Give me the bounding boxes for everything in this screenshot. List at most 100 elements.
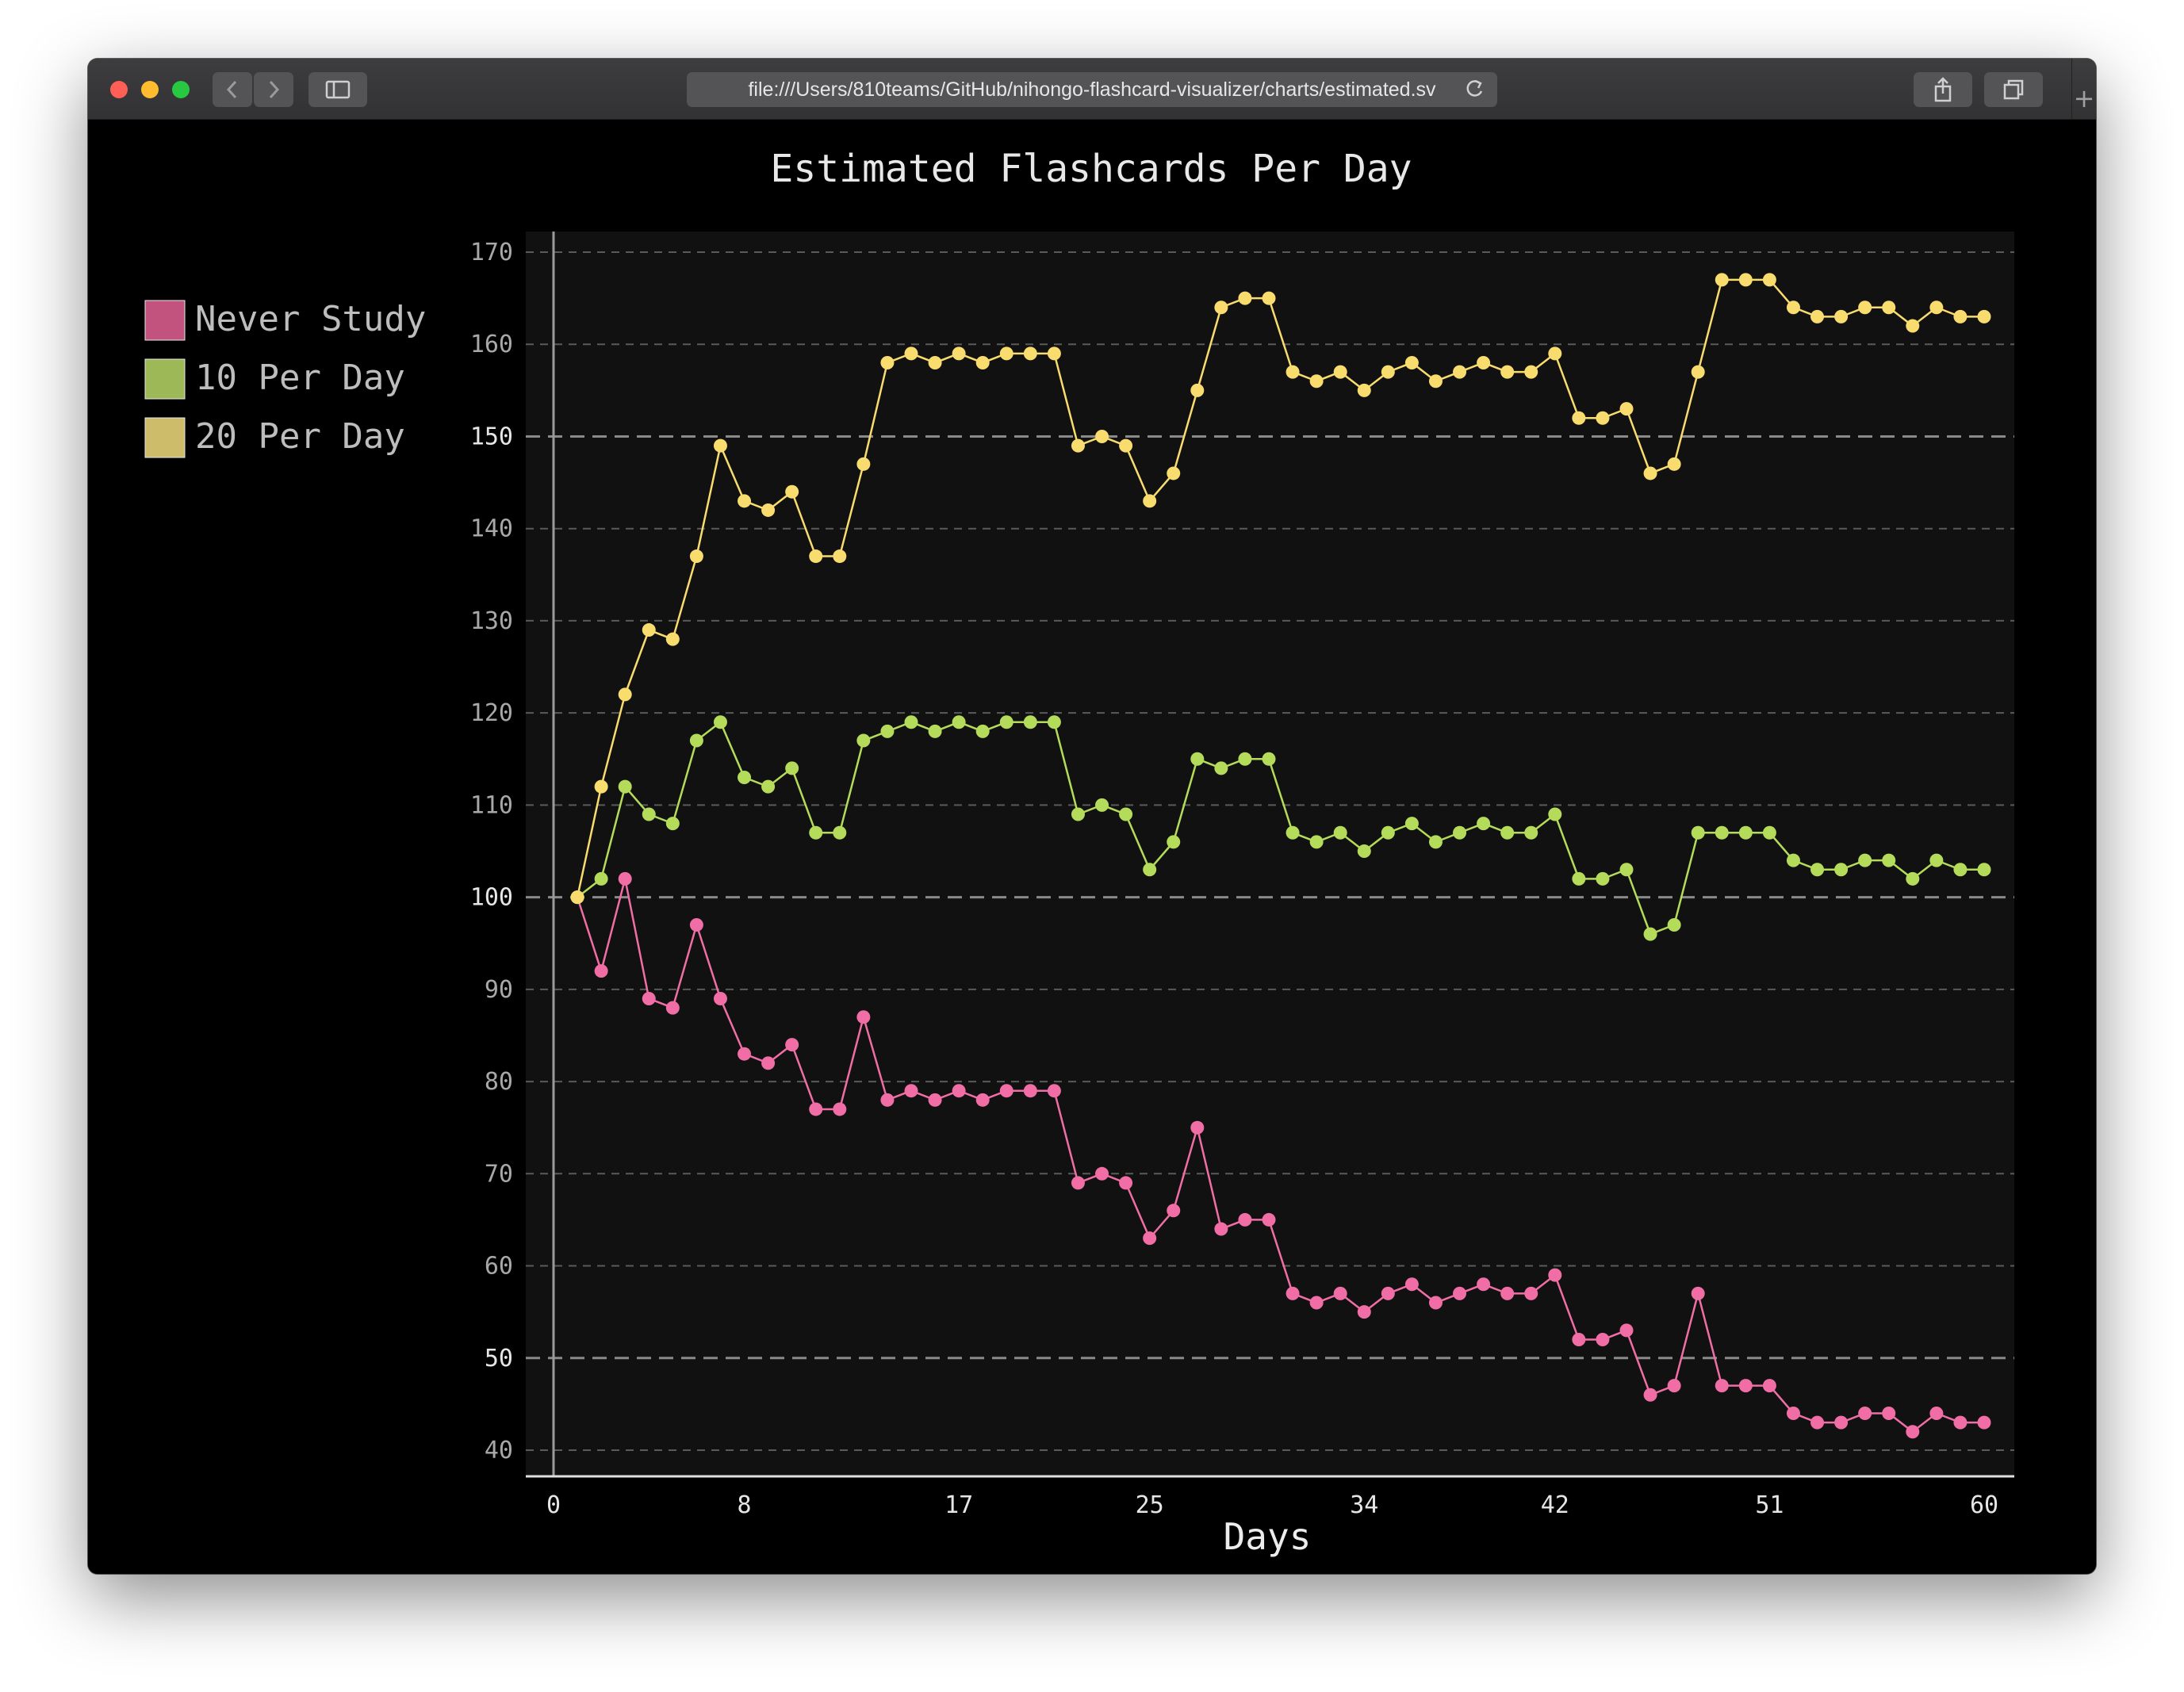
data-point-20-per-day-11 bbox=[809, 549, 823, 564]
data-point-20-per-day-58 bbox=[1929, 301, 1944, 315]
data-point-never-study-58 bbox=[1929, 1407, 1944, 1421]
data-point-20-per-day-31 bbox=[1285, 365, 1300, 379]
data-point-10-per-day-33 bbox=[1333, 825, 1347, 840]
y-tick-label-140: 140 bbox=[470, 515, 513, 543]
y-tick-label-160: 160 bbox=[470, 331, 513, 358]
data-point-20-per-day-24 bbox=[1119, 438, 1133, 453]
data-point-10-per-day-12 bbox=[833, 825, 847, 840]
reload-icon bbox=[1466, 79, 1483, 97]
data-point-20-per-day-29 bbox=[1238, 291, 1252, 305]
data-point-never-study-18 bbox=[975, 1093, 990, 1107]
data-point-20-per-day-42 bbox=[1548, 346, 1562, 361]
browser-toolbar: file:///Users/810teams/GitHub/nihongo-fl… bbox=[88, 59, 2096, 120]
close-window-button[interactable] bbox=[110, 81, 128, 98]
data-point-20-per-day-19 bbox=[999, 346, 1013, 361]
data-point-never-study-22 bbox=[1071, 1176, 1085, 1190]
data-point-never-study-23 bbox=[1095, 1166, 1109, 1181]
data-point-never-study-32 bbox=[1309, 1296, 1324, 1310]
data-point-never-study-17 bbox=[952, 1084, 966, 1098]
data-point-20-per-day-23 bbox=[1095, 429, 1109, 443]
data-point-never-study-12 bbox=[833, 1102, 847, 1116]
data-point-10-per-day-29 bbox=[1238, 752, 1252, 766]
data-point-never-study-20 bbox=[1023, 1084, 1037, 1098]
back-button[interactable] bbox=[213, 72, 252, 107]
x-tick-label-17: 17 bbox=[944, 1491, 973, 1519]
data-point-never-study-59 bbox=[1953, 1415, 1968, 1430]
legend-label-never-study: Never Study bbox=[195, 299, 426, 339]
y-tick-label-90: 90 bbox=[485, 976, 513, 1004]
data-point-never-study-33 bbox=[1333, 1286, 1347, 1300]
data-point-20-per-day-1 bbox=[570, 890, 584, 905]
x-axis-labels: 0 8 17 25 34 42 51 60 bbox=[546, 1491, 1998, 1519]
series-never-study bbox=[570, 871, 1991, 1439]
data-point-10-per-day-19 bbox=[999, 715, 1013, 729]
data-point-10-per-day-41 bbox=[1524, 825, 1538, 840]
address-bar[interactable]: file:///Users/810teams/GitHub/nihongo-fl… bbox=[687, 72, 1497, 107]
y-tick-label-80: 80 bbox=[485, 1068, 513, 1096]
data-point-10-per-day-6 bbox=[689, 733, 703, 748]
data-point-10-per-day-37 bbox=[1428, 835, 1443, 849]
share-button[interactable] bbox=[1914, 72, 1972, 107]
x-tick-label-51: 51 bbox=[1755, 1491, 1784, 1519]
data-point-never-study-41 bbox=[1524, 1286, 1538, 1300]
data-point-never-study-46 bbox=[1643, 1388, 1657, 1402]
data-point-never-study-51 bbox=[1762, 1379, 1776, 1393]
new-tab-button[interactable]: + bbox=[2071, 59, 2096, 119]
data-point-10-per-day-11 bbox=[809, 825, 823, 840]
data-point-10-per-day-40 bbox=[1500, 825, 1515, 840]
y-axis-labels: 40 50 60 70 80 90 100 110 120 130 140 150 160 170 bbox=[470, 239, 513, 1464]
x-tick-label-34: 34 bbox=[1350, 1491, 1378, 1519]
data-point-10-per-day-43 bbox=[1572, 871, 1586, 886]
x-tick-label-0: 0 bbox=[546, 1491, 561, 1519]
data-point-never-study-3 bbox=[618, 871, 632, 886]
data-point-never-study-35 bbox=[1381, 1286, 1395, 1300]
legend-swatch-20-per-day bbox=[144, 417, 186, 458]
legend-label-20-per-day: 20 Per Day bbox=[195, 416, 405, 457]
forward-button[interactable] bbox=[254, 72, 293, 107]
data-point-10-per-day-51 bbox=[1762, 825, 1776, 840]
data-point-20-per-day-41 bbox=[1524, 365, 1538, 379]
data-point-10-per-day-27 bbox=[1190, 752, 1205, 766]
legend-swatch-10-per-day bbox=[144, 358, 186, 400]
data-point-10-per-day-44 bbox=[1596, 871, 1610, 886]
data-point-10-per-day-35 bbox=[1381, 825, 1395, 840]
data-point-10-per-day-30 bbox=[1262, 752, 1276, 766]
series-group bbox=[570, 273, 1991, 1439]
tabs-icon bbox=[2003, 79, 2024, 100]
data-point-never-study-4 bbox=[642, 991, 656, 1005]
data-point-10-per-day-20 bbox=[1023, 715, 1037, 729]
data-point-never-study-31 bbox=[1285, 1286, 1300, 1300]
data-point-10-per-day-45 bbox=[1619, 863, 1634, 877]
data-point-10-per-day-18 bbox=[975, 724, 990, 738]
y-tick-label-150: 150 bbox=[470, 423, 513, 450]
data-point-10-per-day-3 bbox=[618, 779, 632, 794]
data-point-20-per-day-8 bbox=[738, 494, 752, 508]
minimize-window-button[interactable] bbox=[141, 81, 159, 98]
sidebar-toggle-button[interactable] bbox=[308, 72, 367, 107]
tabs-overview-button[interactable] bbox=[1984, 72, 2043, 107]
y-tick-label-110: 110 bbox=[470, 791, 513, 819]
data-point-20-per-day-13 bbox=[856, 457, 871, 471]
plus-icon: + bbox=[2073, 83, 2095, 113]
data-point-never-study-13 bbox=[856, 1010, 871, 1024]
data-point-20-per-day-43 bbox=[1572, 411, 1586, 425]
data-point-20-per-day-3 bbox=[618, 687, 632, 702]
data-point-never-study-15 bbox=[904, 1084, 918, 1098]
share-icon bbox=[1934, 77, 1952, 102]
data-point-20-per-day-45 bbox=[1619, 402, 1634, 416]
x-tick-label-42: 42 bbox=[1541, 1491, 1569, 1519]
plot-area bbox=[526, 232, 2014, 1476]
y-tick-label-70: 70 bbox=[485, 1160, 513, 1188]
data-point-never-study-24 bbox=[1119, 1176, 1133, 1190]
maximize-window-button[interactable] bbox=[172, 81, 190, 98]
data-point-10-per-day-36 bbox=[1404, 817, 1419, 831]
grid bbox=[526, 251, 2014, 1451]
data-point-10-per-day-49 bbox=[1715, 825, 1729, 840]
page-content: Estimated Flashcards Per Day 40 50 60 70 80 9… bbox=[88, 120, 2096, 1574]
data-point-20-per-day-10 bbox=[785, 484, 799, 499]
data-point-10-per-day-4 bbox=[642, 807, 656, 821]
reload-button[interactable] bbox=[1462, 72, 1486, 107]
data-point-20-per-day-54 bbox=[1834, 309, 1849, 323]
y-tick-label-50: 50 bbox=[485, 1345, 513, 1372]
data-point-10-per-day-52 bbox=[1786, 853, 1800, 867]
